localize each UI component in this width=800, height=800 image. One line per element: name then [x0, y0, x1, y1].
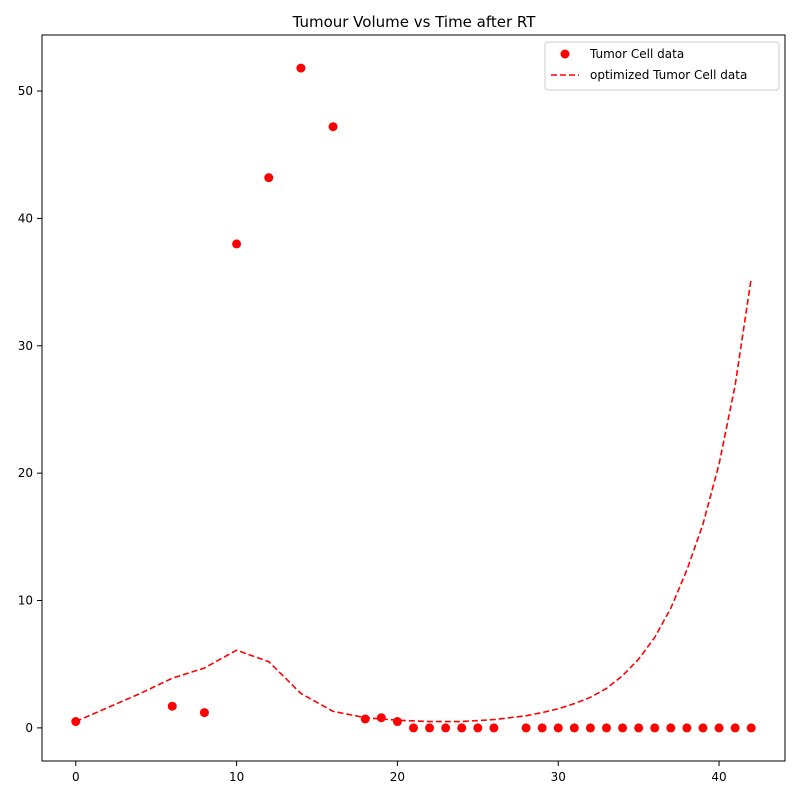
data-point [730, 723, 740, 733]
y-tick-label: 30 [18, 339, 33, 353]
data-point [457, 723, 467, 733]
data-point [264, 173, 274, 183]
optimized-tumor-line [75, 278, 753, 723]
x-tick-label: 40 [711, 770, 726, 784]
data-point [585, 723, 595, 733]
data-point [569, 723, 579, 733]
data-point [601, 723, 611, 733]
y-tick-label: 10 [18, 594, 33, 608]
data-point [441, 723, 451, 733]
data-point [425, 723, 435, 733]
data-point [232, 239, 242, 249]
data-point [71, 717, 81, 727]
data-point [537, 723, 547, 733]
y-tick-label: 40 [18, 211, 33, 225]
plot-area-frame [41, 34, 786, 762]
data-point [392, 717, 402, 727]
data-point [489, 723, 499, 733]
data-point [714, 723, 724, 733]
data-point [167, 701, 177, 711]
data-point [634, 723, 644, 733]
y-tick-label: 0 [25, 721, 33, 735]
x-tick-label: 10 [229, 770, 244, 784]
data-point [746, 723, 756, 733]
data-point [682, 723, 692, 733]
data-point [521, 723, 531, 733]
data-point [553, 723, 563, 733]
x-tick-label: 20 [390, 770, 405, 784]
y-tick-label: 50 [18, 84, 33, 98]
x-tick-label: 0 [72, 770, 80, 784]
y-tick-label: 20 [18, 466, 33, 480]
legend-marker-scatter [560, 49, 570, 59]
data-point [360, 714, 370, 724]
legend: Tumor Cell data optimized Tumor Cell data [544, 41, 780, 91]
data-point [650, 723, 660, 733]
data-point [376, 713, 386, 723]
data-point [409, 723, 418, 733]
data-point [666, 723, 676, 733]
chart-title: Tumour Volume vs Time after RT [292, 13, 537, 31]
legend-box [544, 41, 780, 91]
legend-label: Tumor Cell data [589, 47, 684, 61]
legend-label: optimized Tumor Cell data [590, 68, 747, 82]
x-tick-label: 30 [551, 770, 566, 784]
data-point [473, 723, 483, 733]
data-point [199, 708, 209, 718]
data-point [296, 63, 306, 73]
data-point [618, 723, 628, 733]
data-point [698, 723, 708, 733]
data-point [328, 122, 338, 132]
